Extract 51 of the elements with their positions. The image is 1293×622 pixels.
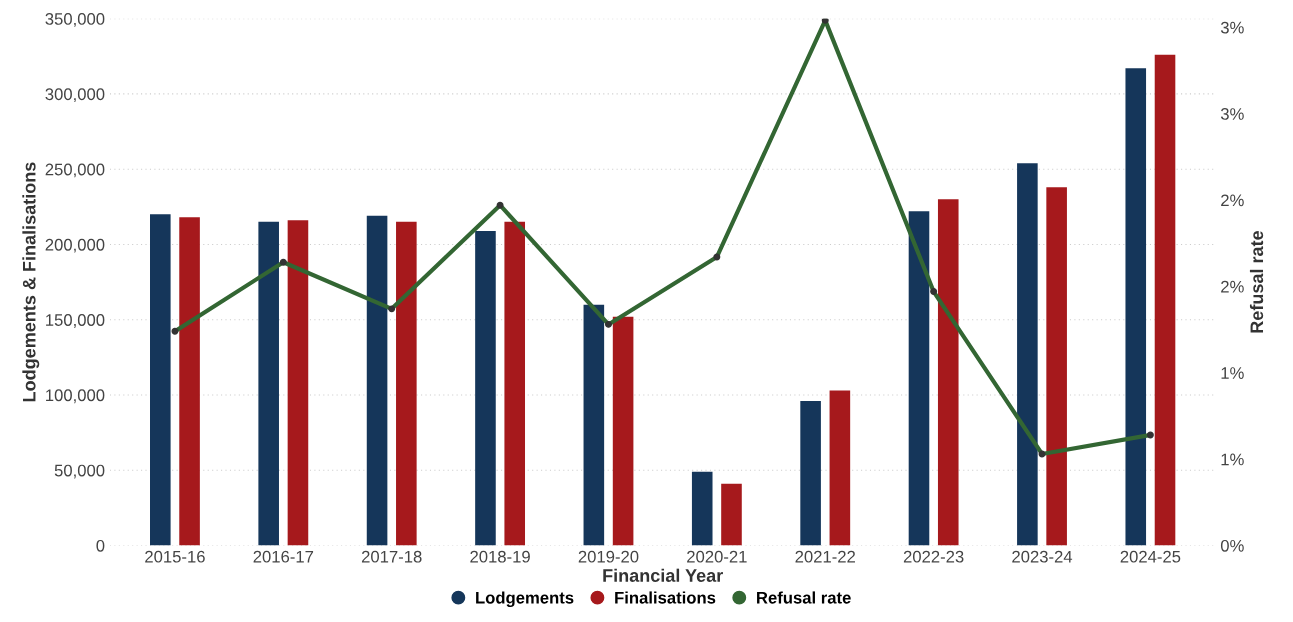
- y2-tick-label: 1%: [1221, 367, 1244, 379]
- bar: [366, 215, 388, 546]
- legend-label: Lodgements: [476, 591, 574, 607]
- x-tick-label: 2016-17: [253, 550, 314, 563]
- y2-tick-label: 3%: [1220, 108, 1244, 120]
- bar: [150, 214, 171, 546]
- x-axis-title: Financial Year: [603, 568, 723, 582]
- bar: [908, 211, 930, 546]
- legend-label: Refusal rate: [757, 591, 851, 604]
- y-tick-label: 250,000: [45, 163, 105, 178]
- y2-axis-title: Refusal rate: [1249, 231, 1264, 333]
- bar: [800, 400, 821, 546]
- bar: [612, 316, 634, 546]
- y-tick-label: 200,000: [45, 238, 105, 253]
- bar: [287, 220, 309, 546]
- y-tick-label: 0: [96, 539, 105, 552]
- bar: [583, 304, 605, 546]
- bar: [396, 221, 417, 546]
- y2-tick-label: 3%: [1220, 21, 1244, 34]
- bar: [179, 217, 200, 546]
- x-tick-label: 2020-21: [687, 550, 747, 563]
- bar: [1046, 187, 1067, 546]
- y-tick-label: 50,000: [54, 464, 105, 479]
- x-tick-label: 2017-18: [361, 550, 422, 563]
- bar: [475, 230, 496, 546]
- y-tick-label: 350,000: [45, 13, 105, 27]
- bar: [829, 390, 851, 546]
- y-tick-label: 150,000: [46, 314, 105, 328]
- y2-tick-label: 2%: [1221, 280, 1244, 293]
- legend-label: Finalisations: [615, 591, 716, 604]
- x-tick-label: 2021-22: [795, 550, 855, 563]
- bar: [721, 483, 742, 546]
- bar: [1125, 68, 1147, 546]
- bar: [691, 471, 713, 546]
- bar: [937, 199, 959, 546]
- y2-tick-label: 1%: [1221, 453, 1244, 466]
- x-tick-label: 2024-25: [1120, 550, 1181, 563]
- bar: [1017, 163, 1038, 546]
- y-axis-title: Lodgements & Finalisations: [22, 162, 40, 402]
- y-tick-label: 300,000: [45, 88, 105, 103]
- x-tick-label: 2023-24: [1012, 550, 1073, 563]
- x-tick-label: 2019-20: [578, 550, 639, 563]
- x-tick-label: 2018-19: [470, 550, 530, 563]
- bar: [1154, 54, 1176, 546]
- y2-tick-label: 2%: [1221, 194, 1244, 207]
- x-tick-label: 2015-16: [145, 550, 205, 563]
- bar: [504, 221, 526, 546]
- y-tick-label: 100,000: [46, 389, 105, 404]
- bar: [258, 221, 279, 546]
- x-tick-label: 2022-23: [903, 550, 964, 563]
- y2-tick-label: 0%: [1220, 539, 1244, 552]
